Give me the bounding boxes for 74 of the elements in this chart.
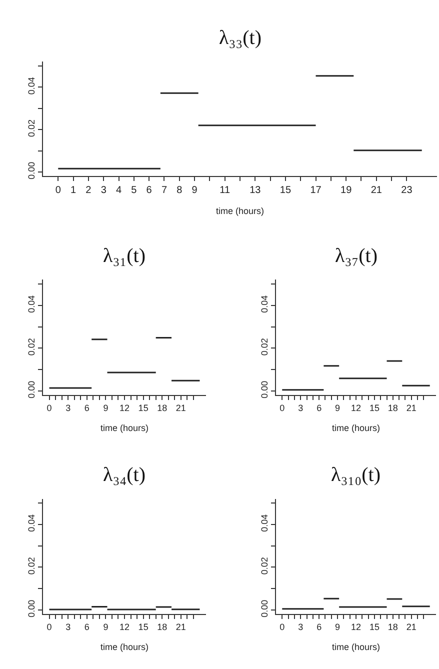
x-tick-label: 12 [350, 403, 362, 414]
x-tick-label: 18 [388, 403, 398, 414]
x-tick-label: 1 [70, 185, 77, 196]
x-tick-label: 9 [103, 403, 108, 414]
x-tick-label: 15 [280, 185, 292, 196]
x-tick-label: 15 [138, 403, 148, 414]
x-tick-label: 21 [176, 403, 186, 414]
y-tick-label: 0.02 [26, 338, 36, 356]
x-tick-label: 18 [157, 403, 168, 414]
x-tick-label: 23 [401, 185, 413, 196]
x-tick-label: 6 [316, 403, 322, 414]
y-tick-label: 0.00 [259, 600, 270, 618]
x-tick-label: 0 [55, 185, 62, 196]
x-tick-label: 3 [66, 403, 71, 414]
y-tick-label: 0.04 [26, 295, 36, 313]
x-tick-label: 0 [280, 622, 285, 632]
y-tick-label: 0.00 [26, 600, 36, 618]
y-tick-label: 0.02 [26, 557, 36, 575]
x-axis-title: time (hours) [332, 422, 380, 433]
x-tick-label: 9 [192, 185, 198, 196]
y-tick-label: 0.02 [259, 338, 270, 356]
x-tick-label: 9 [335, 403, 340, 414]
x-tick-label: 15 [369, 403, 380, 414]
x-tick-label: 12 [119, 622, 130, 632]
x-tick-label: 8 [176, 185, 183, 196]
y-tick-label: 0.00 [26, 380, 36, 398]
chart-title: λ₃₁₀(t) [331, 464, 380, 486]
x-tick-label: 4 [116, 185, 122, 196]
x-tick-label: 21 [370, 185, 382, 196]
y-tick-label: 0.00 [26, 162, 36, 180]
y-tick-label: 0.04 [26, 514, 36, 532]
x-tick-label: 9 [335, 622, 340, 632]
x-tick-label: 15 [138, 622, 148, 632]
x-tick-label: 11 [220, 185, 230, 196]
x-tick-label: 6 [84, 622, 90, 632]
x-tick-label: 21 [406, 622, 416, 632]
x-tick-label: 3 [66, 622, 71, 632]
y-tick-label: 0.02 [26, 119, 36, 137]
x-tick-label: 18 [157, 622, 168, 632]
chart-title: λ₃₃(t) [219, 27, 262, 49]
x-tick-label: 0 [46, 403, 52, 414]
x-tick-label: 12 [350, 622, 362, 632]
x-tick-label: 17 [310, 185, 322, 196]
x-tick-label: 21 [406, 403, 416, 414]
x-tick-label: 19 [340, 185, 352, 196]
x-tick-label: 3 [298, 622, 304, 632]
x-tick-label: 6 [84, 403, 90, 414]
x-tick-label: 13 [250, 185, 262, 196]
chart-title: λ₃₁(t) [103, 245, 146, 267]
x-tick-label: 15 [369, 622, 380, 632]
chart-title: λ₃₇(t) [335, 245, 378, 267]
x-tick-label: 18 [388, 622, 398, 632]
x-axis-title: time (hours) [216, 206, 264, 216]
x-tick-label: 3 [298, 403, 304, 414]
y-tick-label: 0.04 [259, 514, 270, 532]
x-tick-label: 9 [103, 622, 108, 632]
y-tick-label: 0.04 [259, 295, 270, 313]
x-tick-label: 0 [46, 622, 52, 632]
x-tick-label: 2 [86, 185, 92, 196]
x-tick-label: 0 [280, 403, 285, 414]
x-tick-label: 6 [146, 185, 152, 196]
y-tick-label: 0.04 [26, 77, 36, 95]
x-tick-label: 21 [176, 622, 186, 632]
x-tick-label: 6 [316, 622, 322, 632]
x-axis-title: time (hours) [332, 642, 380, 652]
x-tick-label: 7 [161, 185, 168, 196]
x-axis-title: time (hours) [100, 642, 149, 652]
x-tick-label: 3 [100, 185, 107, 196]
y-tick-label: 0.00 [259, 380, 270, 398]
x-axis-title: time (hours) [100, 422, 149, 433]
chart-title: λ₃₄(t) [103, 464, 146, 486]
x-tick-label: 12 [119, 403, 130, 414]
x-tick-label: 5 [131, 185, 138, 196]
y-tick-label: 0.02 [259, 557, 270, 575]
